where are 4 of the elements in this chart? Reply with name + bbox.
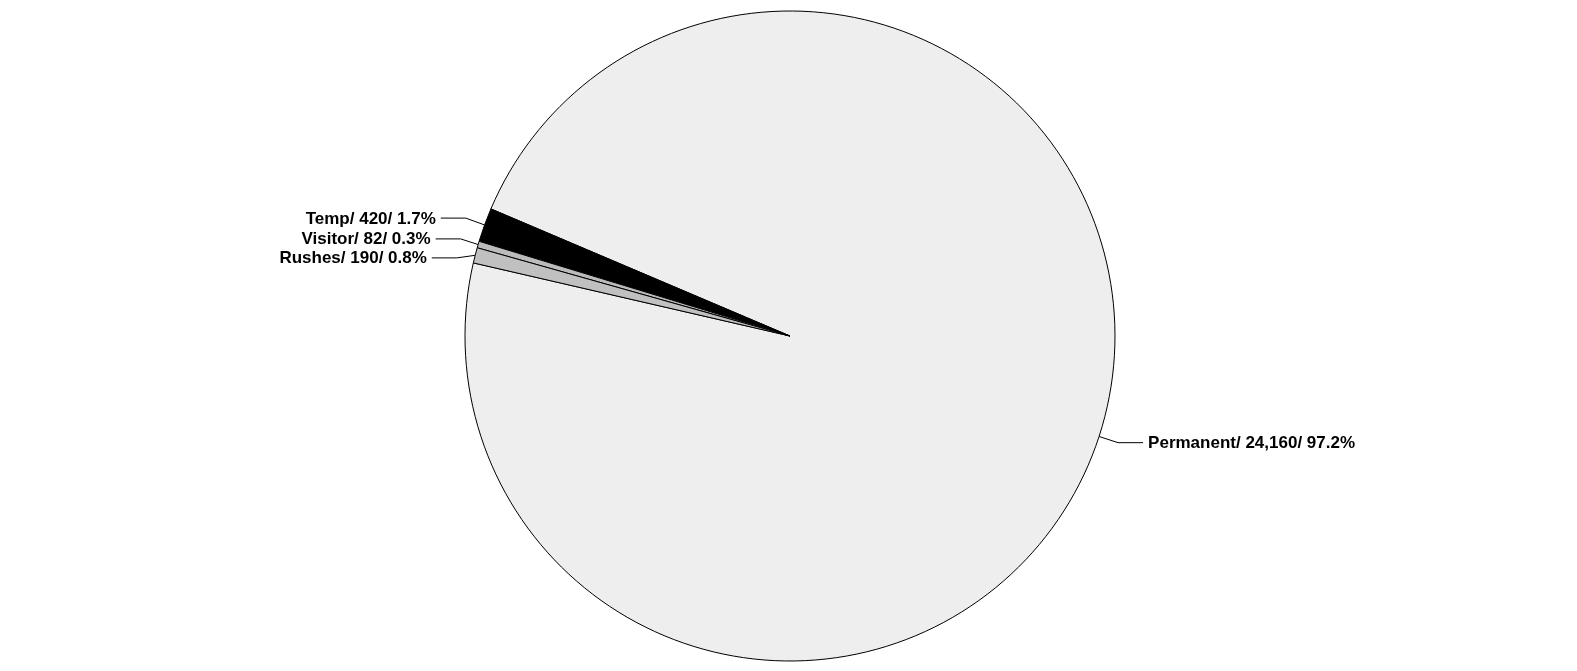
slice-label: Temp/ 420/ 1.7% (305, 208, 436, 228)
slice-label: Rushes/ 190/ 0.8% (279, 248, 427, 268)
slice-label: Visitor/ 82/ 0.3% (301, 229, 431, 249)
slice-label: Permanent/ 24,160/ 97.2% (1148, 433, 1356, 453)
